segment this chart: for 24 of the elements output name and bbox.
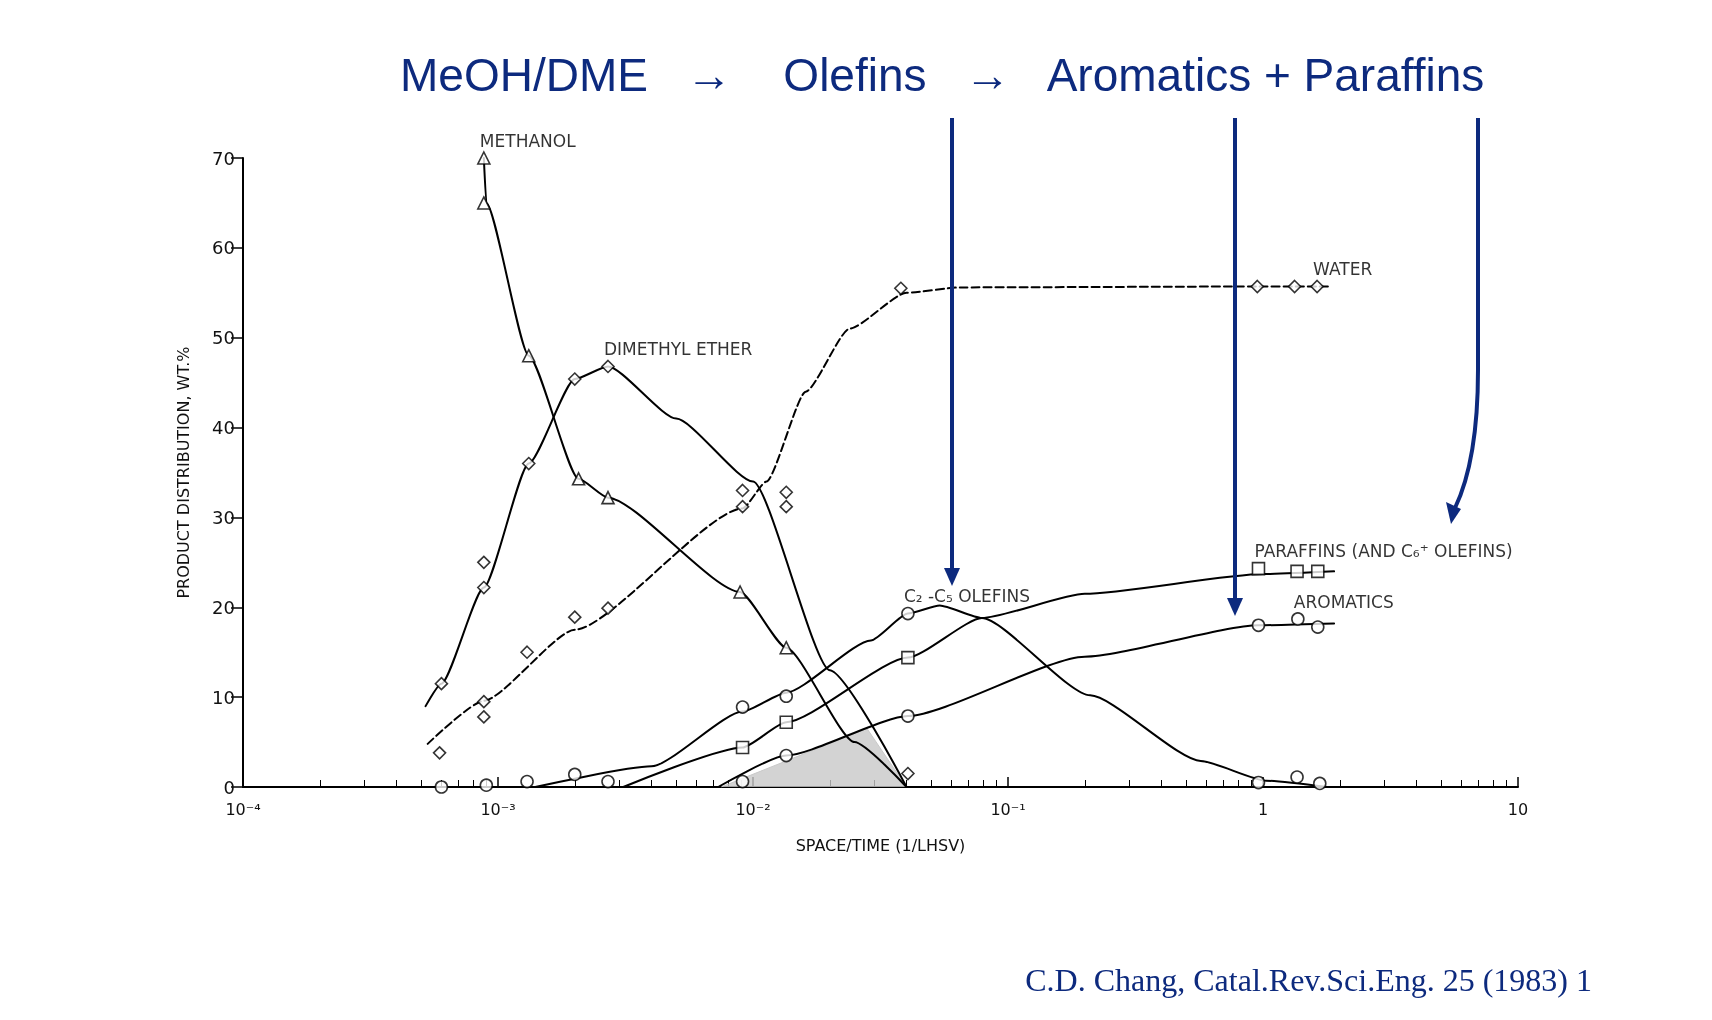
chart-title: MeOH/DME → Olefins → Aromatics + Paraffins — [400, 48, 1485, 102]
x-tick-label: 10⁻¹ — [990, 799, 1026, 819]
series-label: METHANOL — [479, 130, 577, 151]
y-tick-label: 70 — [212, 147, 235, 169]
y-tick-label: 0 — [223, 776, 235, 798]
series-label: PARAFFINS (AND C₆⁺ OLEFINS) — [1254, 541, 1513, 562]
x-axis-title: SPACE/TIME (1/LHSV) — [795, 835, 966, 855]
series-label: DIMETHYL ETHER — [604, 339, 753, 360]
x-tick-label: 10⁻² — [735, 799, 771, 819]
series-label: WATER — [1313, 259, 1373, 280]
y-tick-label: 20 — [212, 596, 235, 618]
y-tick-label: 50 — [212, 327, 235, 349]
y-tick-label: 30 — [212, 506, 235, 528]
y-tick-label: 10 — [212, 686, 235, 708]
x-tick-label: 10⁻⁴ — [225, 799, 261, 819]
y-tick-label: 60 — [212, 237, 235, 259]
text: C.D. Chang, Catal.Rev.Sci.Eng. 25 (1983) 1 — [1025, 962, 1592, 999]
series-label: AROMATICS — [1293, 591, 1394, 612]
x-tick-label: 10⁻³ — [480, 799, 516, 819]
y-tick-label: 40 — [212, 417, 235, 439]
x-tick-label: 1 — [1257, 799, 1269, 819]
y-axis-title: PRODUCT DISTRIBUTION, WT.% — [173, 346, 193, 599]
x-tick-label: 10 — [1507, 799, 1529, 819]
series-label: C₂ -C₅ OLEFINS — [903, 586, 1031, 607]
